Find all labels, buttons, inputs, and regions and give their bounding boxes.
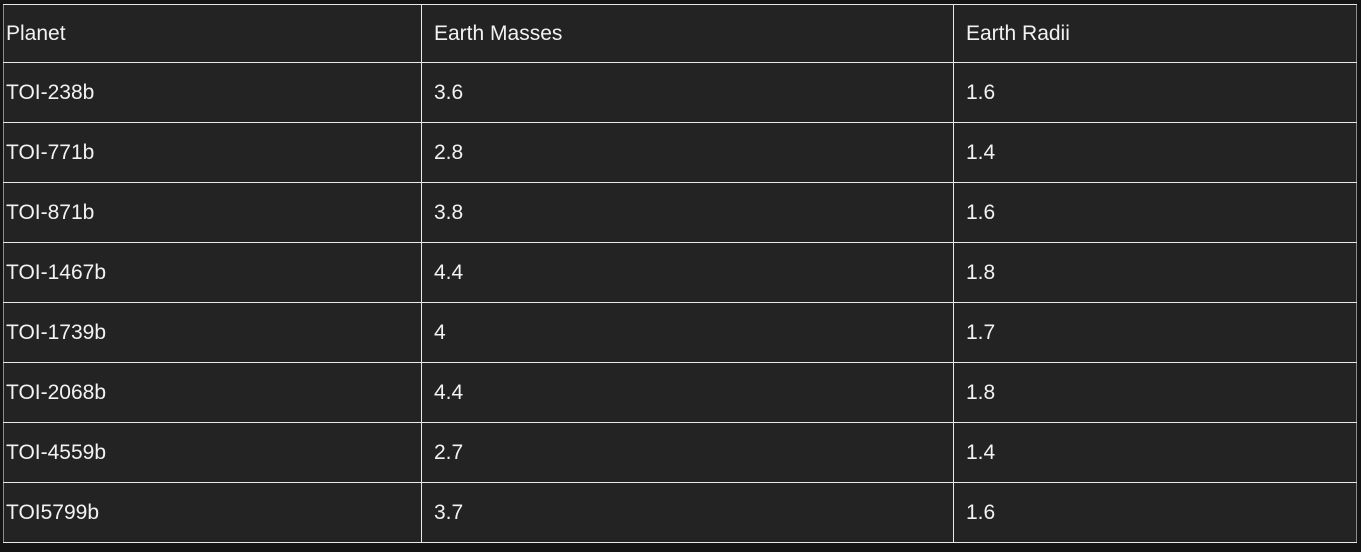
cell-earth-radii: 1.7 [953,302,1357,363]
table-row: TOI-1739b 4 1.7 [3,302,1357,363]
header-row: Planet Earth Masses Earth Radii [3,4,1357,63]
column-header-earth-radii: Earth Radii [953,4,1357,63]
cell-earth-radii: 1.6 [953,182,1357,243]
cell-planet: TOI-2068b [3,362,422,423]
cell-earth-radii: 1.8 [953,242,1357,303]
cell-earth-masses: 2.7 [421,422,954,483]
cell-planet: TOI-1467b [3,242,422,303]
table-row: TOI-871b 3.8 1.6 [3,182,1357,243]
cell-earth-masses: 4.4 [421,242,954,303]
table-row: TOI-4559b 2.7 1.4 [3,422,1357,483]
cell-planet: TOI-771b [3,122,422,183]
cell-earth-radii: 1.4 [953,422,1357,483]
cell-earth-masses: 4 [421,302,954,363]
table-header: Planet Earth Masses Earth Radii [3,4,1357,63]
cell-planet: TOI-4559b [3,422,422,483]
column-header-planet: Planet [3,4,422,63]
cell-earth-masses: 4.4 [421,362,954,423]
table-body: TOI-238b 3.6 1.6 TOI-771b 2.8 1.4 TOI-871b 3.8 1… [3,62,1357,543]
cell-planet: TOI5799b [3,482,422,543]
cell-earth-radii: 1.6 [953,62,1357,123]
cell-earth-radii: 1.4 [953,122,1357,183]
planet-table-container: Planet Earth Masses Earth Radii TOI-238b… [3,4,1361,543]
column-header-earth-masses: Earth Masses [421,4,954,63]
cell-earth-radii: 1.6 [953,482,1357,543]
cell-earth-masses: 2.8 [421,122,954,183]
cell-planet: TOI-238b [3,62,422,123]
table-row: TOI5799b 3.7 1.6 [3,482,1357,543]
cell-earth-masses: 3.7 [421,482,954,543]
cell-planet: TOI-1739b [3,302,422,363]
planet-table: Planet Earth Masses Earth Radii TOI-238b… [3,4,1357,543]
cell-earth-masses: 3.8 [421,182,954,243]
cell-planet: TOI-871b [3,182,422,243]
cell-earth-radii: 1.8 [953,362,1357,423]
table-row: TOI-2068b 4.4 1.8 [3,362,1357,423]
cell-earth-masses: 3.6 [421,62,954,123]
table-row: TOI-771b 2.8 1.4 [3,122,1357,183]
table-row: TOI-1467b 4.4 1.8 [3,242,1357,303]
table-row: TOI-238b 3.6 1.6 [3,62,1357,123]
